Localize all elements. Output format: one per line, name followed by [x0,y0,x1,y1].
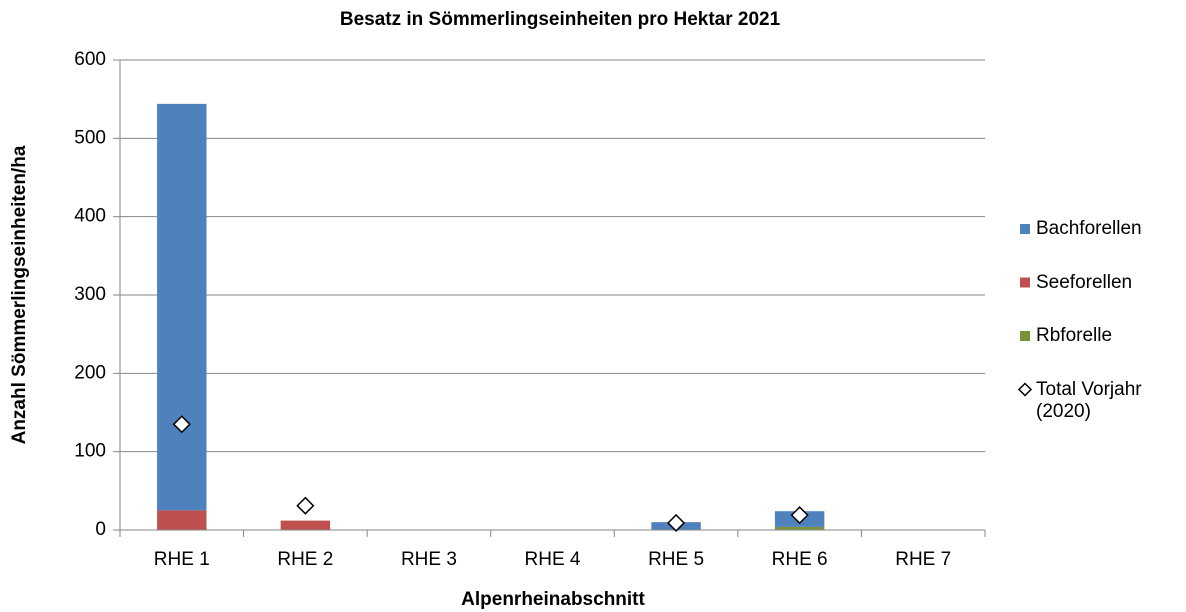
y-tick-label: 400 [74,206,106,227]
legend-label: Rbforelle [1036,325,1113,346]
marker [296,496,315,515]
legend-marker [1017,382,1033,397]
marker [790,506,809,525]
bar-segment [280,520,331,530]
y-tick-label: 0 [95,519,106,540]
legend-swatch [1020,277,1030,288]
x-tick-label: RHE 4 [525,549,581,570]
x-tick-label: RHE 6 [772,549,828,570]
legend-label: Seeforellen [1036,271,1133,293]
legend-swatch [1020,224,1030,234]
x-axis-label: Alpenrheinabschnitt [461,589,645,610]
x-tick-label: RHE 5 [648,549,704,570]
y-tick-label: 500 [74,127,106,148]
legend-label: Total Vorjahr (2020) [1036,378,1142,422]
marker [667,513,686,533]
x-tick-label: RHE 3 [401,549,457,570]
x-tick-label: RHE 7 [895,549,951,570]
y-tick-label: 300 [74,284,106,305]
y-tick-label: 600 [74,49,106,70]
marker [172,415,191,434]
legend-label: Bachforellen [1036,218,1142,239]
x-tick-label: RHE 1 [154,549,210,570]
x-tick-label: RHE 2 [277,549,333,570]
chart-title: Besatz in Sömmerlingseinheiten pro Hekta… [340,9,781,30]
bar-segment [774,526,825,530]
bar-segment [157,510,207,530]
y-tick-label: 200 [74,362,106,383]
legend-swatch [1020,331,1030,341]
y-tick-label: 100 [74,441,106,462]
y-axis-label: Anzahl Sömmerlingseinheiten/ha [9,145,30,444]
bar-segment [157,103,207,511]
